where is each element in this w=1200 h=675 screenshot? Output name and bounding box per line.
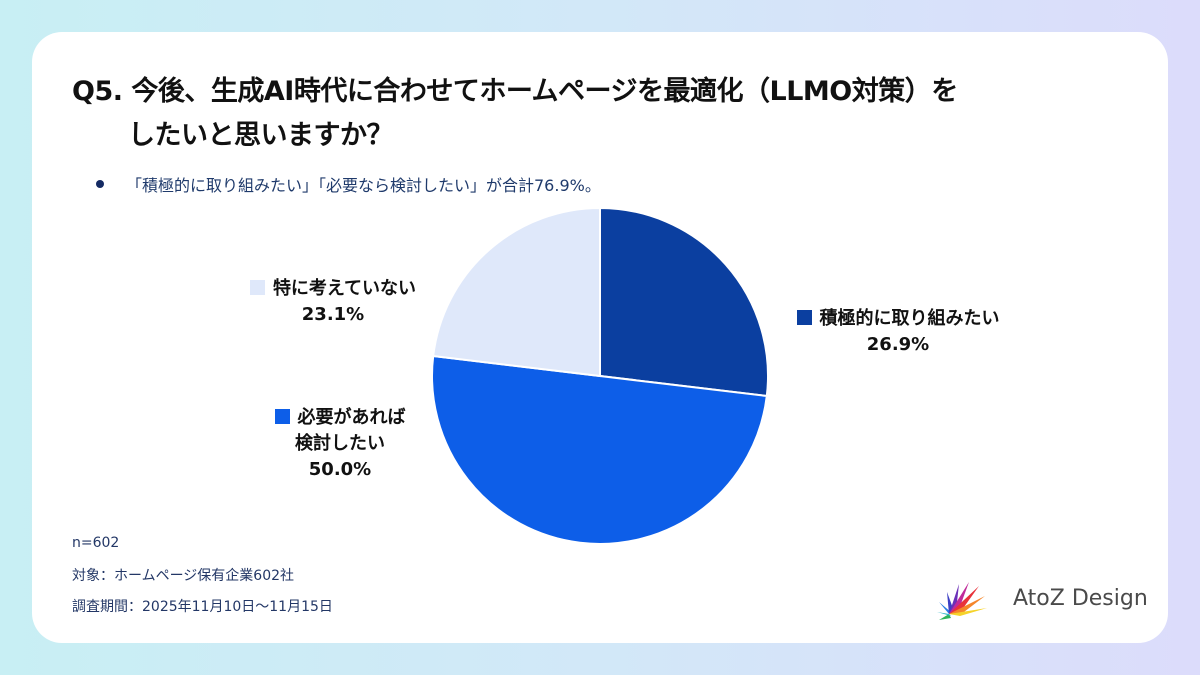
question-number: Q5. xyxy=(72,76,123,107)
label-consider-pct: 50.0% xyxy=(308,459,372,480)
label-consider-line2: 検討したい xyxy=(295,433,385,454)
label-active-name: 積極的に取り組みたい xyxy=(819,308,1000,329)
survey-period: 調査期間：2025年11月10日〜11月15日 xyxy=(72,599,333,615)
legend-swatch-consider xyxy=(274,409,290,424)
label-active: 積極的に取り組みたい 26.9% xyxy=(768,306,1028,358)
summary-text: 「積極的に取り組みたい」「必要なら検討したい」が合計76.9%。 xyxy=(126,176,601,195)
survey-target: 対象：ホームページ保有企業602社 xyxy=(72,568,295,584)
label-consider: 必要があれば 検討したい 50.0% xyxy=(240,405,440,483)
bullet-dot-icon xyxy=(96,180,104,188)
logo-text: AtoZ Design xyxy=(1013,585,1148,611)
pie-slice-none xyxy=(432,206,601,378)
pie-slice-active xyxy=(599,206,769,398)
logo: AtoZ Design xyxy=(935,570,1148,626)
summary-bullet: 「積極的に取り組みたい」「必要なら検討したい」が合計76.9%。 xyxy=(96,172,601,196)
label-none-name: 特に考えていない xyxy=(272,278,417,299)
label-none: 特に考えていない 23.1% xyxy=(226,276,440,328)
title-line1: 今後、生成AI時代に合わせてホームページを最適化（LLMO対策）を xyxy=(131,76,958,107)
sample-size: n=602 xyxy=(72,535,120,551)
pie-slice-consider xyxy=(431,354,768,545)
label-consider-line1: 必要があれば xyxy=(297,407,406,428)
page-title: Q5. 今後、生成AI時代に合わせてホームページを最適化（LLMO対策）を した… xyxy=(72,70,1072,158)
legend-swatch-none xyxy=(249,280,265,295)
title-line2: したいと思いますか？ xyxy=(128,120,394,151)
label-none-pct: 23.1% xyxy=(301,304,365,325)
legend-swatch-active xyxy=(796,310,812,325)
label-active-pct: 26.9% xyxy=(866,334,930,355)
logo-fan-icon xyxy=(937,582,987,620)
